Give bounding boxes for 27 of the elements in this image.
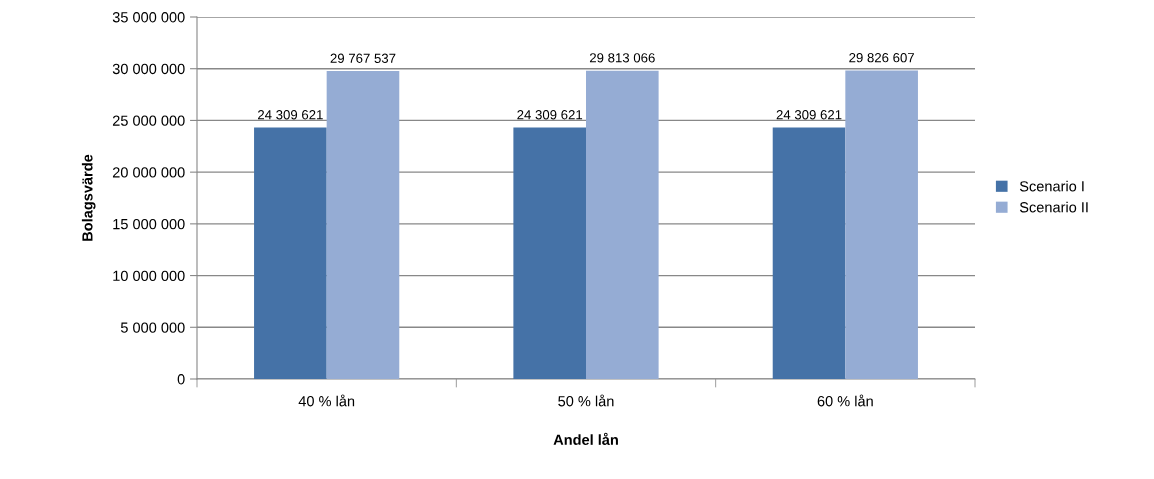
y-tick-label: 30 000 000	[112, 63, 185, 75]
data-label: 29 813 066	[589, 53, 655, 63]
legend-label: Scenario I	[1019, 180, 1084, 192]
data-label: 24 309 621	[258, 110, 323, 120]
data-label: 24 309 621	[517, 110, 583, 120]
bar	[513, 127, 586, 379]
y-tick-label: 15 000 000	[113, 218, 185, 230]
y-tick-label: 5 000 000	[120, 322, 185, 333]
y-tick-label: 0	[177, 374, 185, 385]
x-tick-label: 50 % lån	[558, 394, 614, 407]
bar	[772, 127, 846, 379]
y-tick-label: 10 000 000	[113, 270, 185, 281]
legend-label: Scenario II	[1019, 201, 1088, 213]
y-tick-label: 25 000 000	[112, 115, 185, 126]
bar	[254, 127, 327, 379]
x-axis-title: Andel lån	[553, 432, 618, 445]
data-label: 29 826 607	[849, 53, 914, 63]
bar	[326, 71, 400, 379]
y-tick-label: 35 000 000	[112, 12, 185, 23]
x-tick-label: 40 % lån	[298, 394, 355, 407]
bar	[586, 70, 659, 379]
y-tick-label: 20 000 000	[112, 167, 185, 178]
x-tick-label: 60 % lån	[817, 394, 873, 407]
bar	[845, 70, 918, 379]
y-axis-title: Bolagsvärde	[81, 154, 96, 241]
data-label: 24 309 621	[776, 110, 842, 120]
data-label: 29 767 537	[330, 53, 396, 63]
